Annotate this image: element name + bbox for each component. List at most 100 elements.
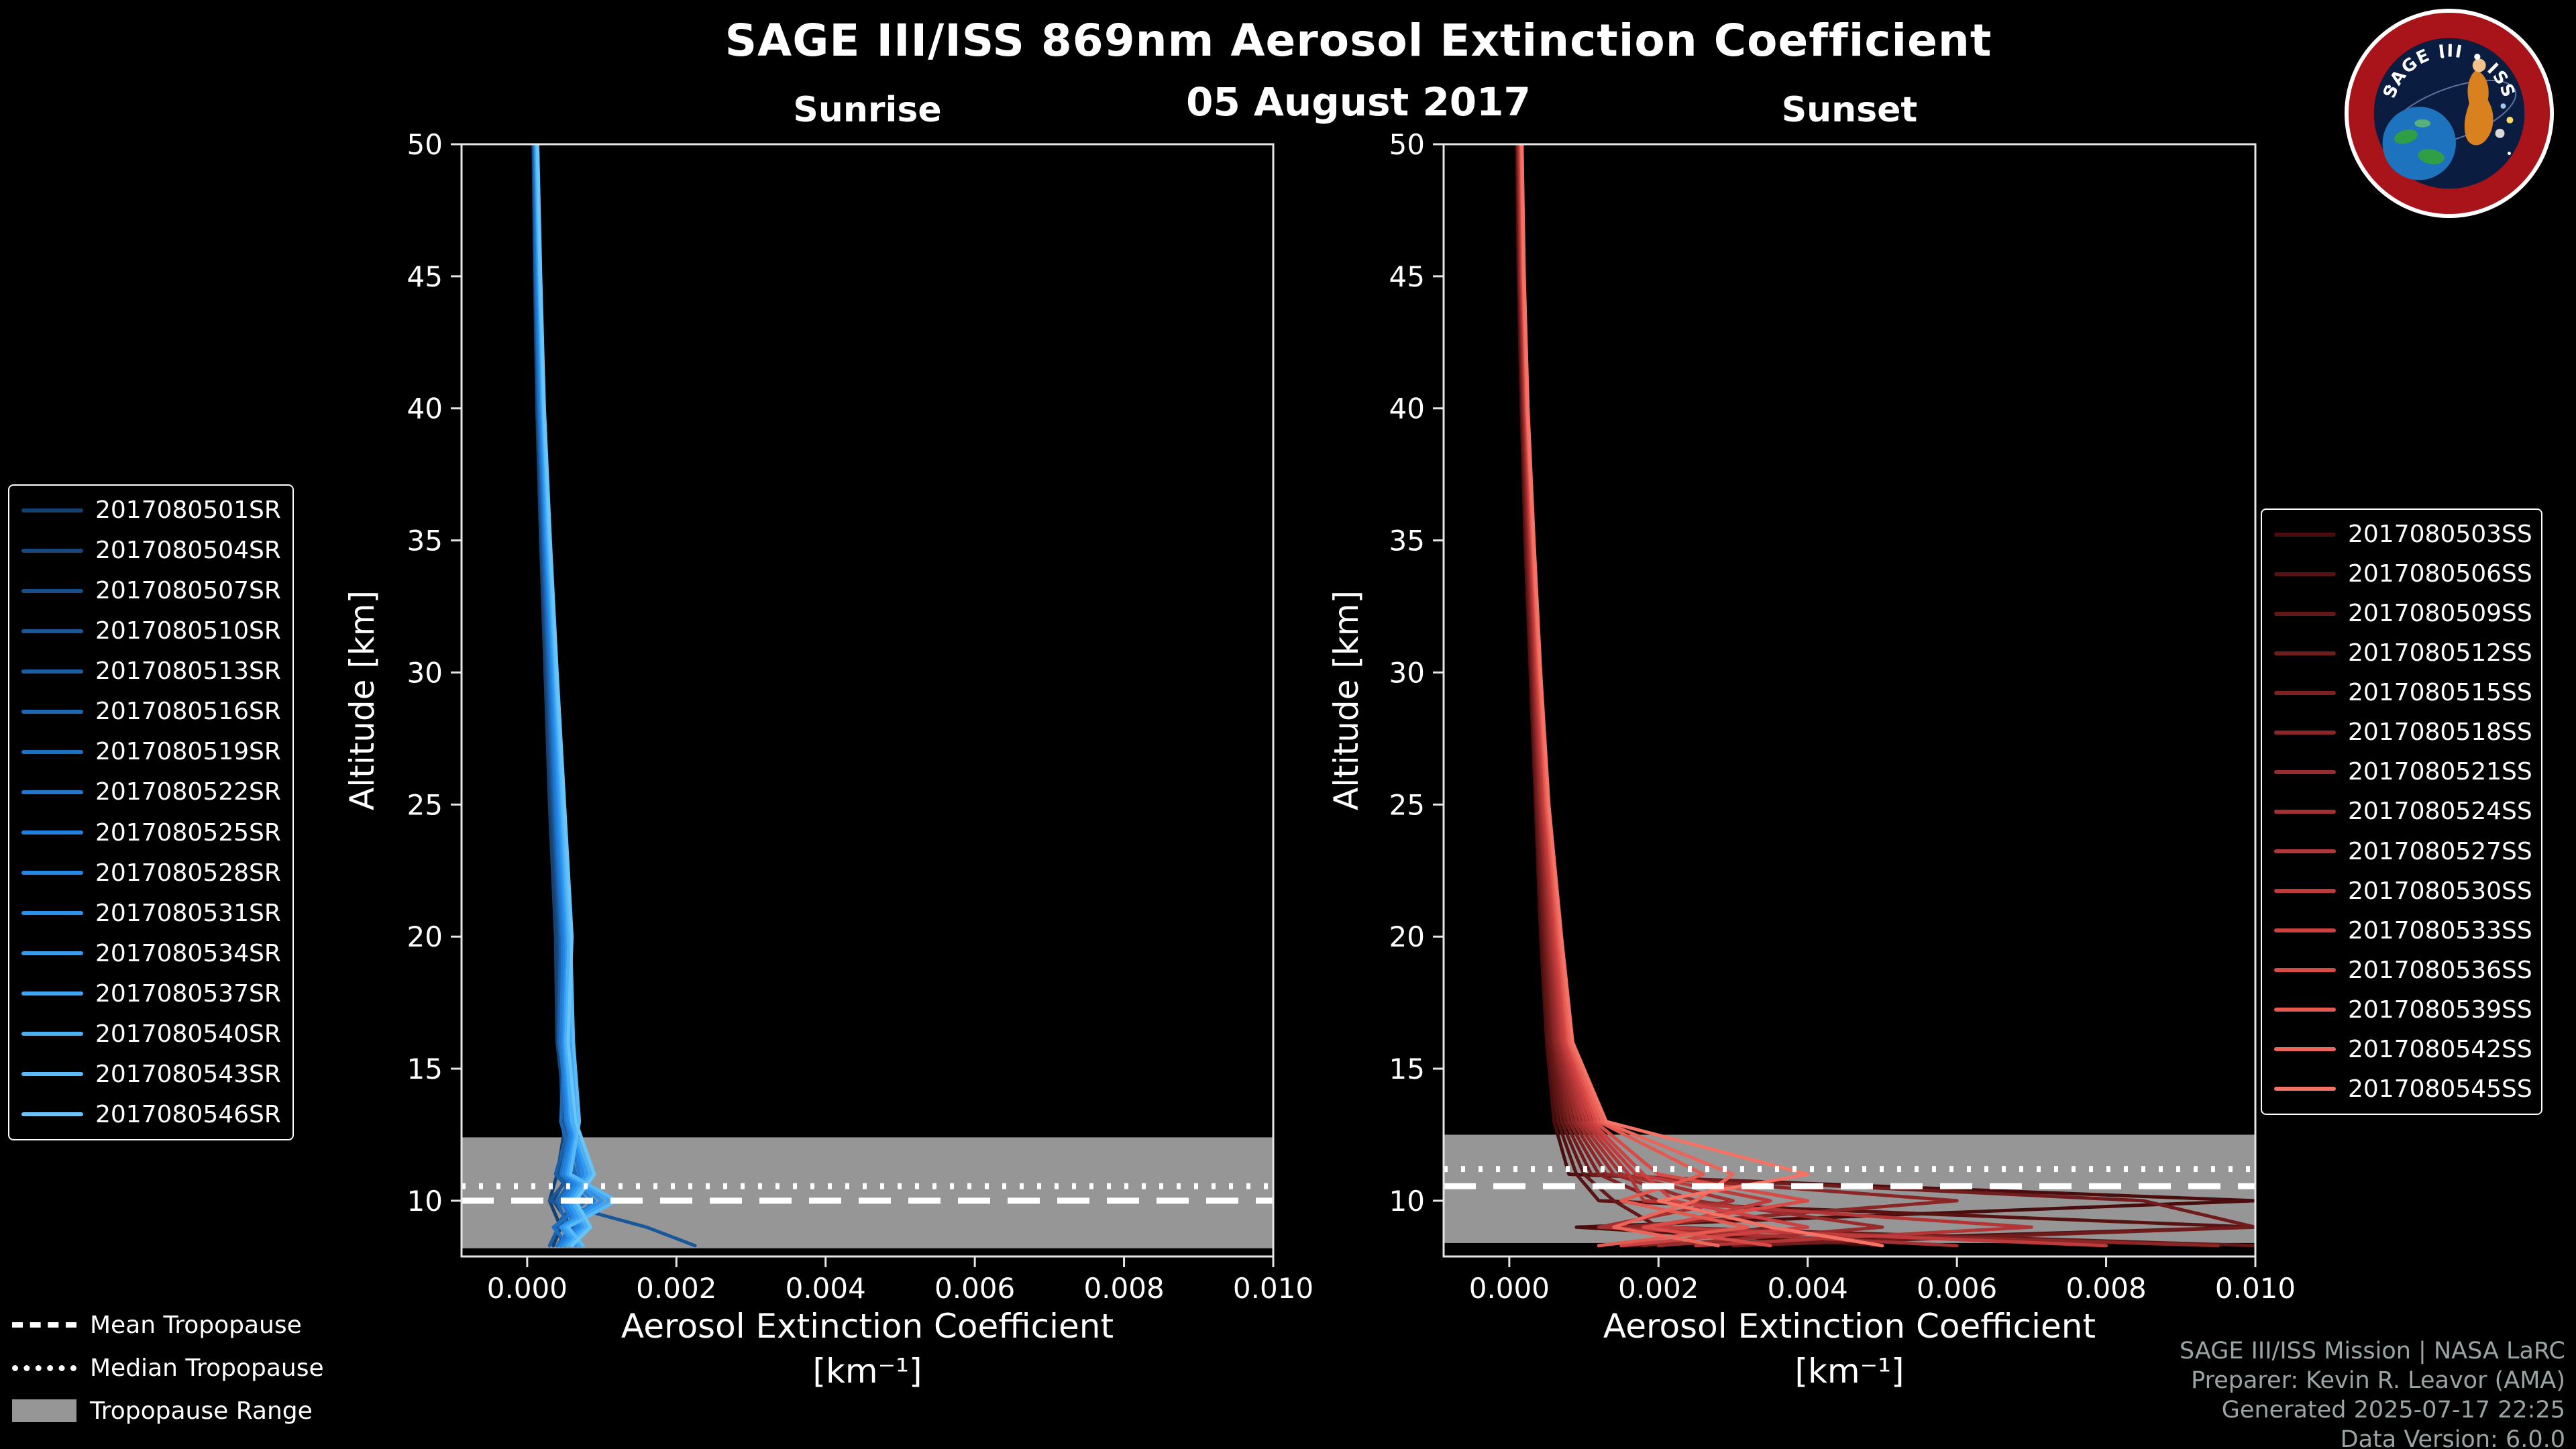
- dashed-line-icon: [12, 1322, 76, 1328]
- legend-label: 2017080507SR: [95, 577, 281, 605]
- profile-line: [1520, 144, 1884, 1248]
- y-tick-label: 25: [407, 788, 443, 821]
- y-tick-label: 45: [1389, 260, 1425, 293]
- profile-line: [1519, 144, 2108, 1248]
- legend-item: 2017080546SR: [21, 1100, 281, 1128]
- y-tick-label: 50: [407, 128, 443, 161]
- legend-label: 2017080528SR: [95, 859, 281, 887]
- y-tick-label: 15: [1389, 1053, 1425, 1085]
- x-tick-label: 0.000: [1469, 1272, 1550, 1305]
- legend-row-tropopause-range: Tropopause Range: [12, 1395, 324, 1426]
- legend-item: 2017080513SR: [21, 657, 281, 686]
- legend-label: 2017080539SS: [2348, 996, 2532, 1024]
- legend-color-swatch: [2274, 532, 2336, 537]
- legend-color-swatch: [21, 911, 83, 916]
- legend-label: 2017080545SS: [2348, 1075, 2532, 1103]
- y-tick-label: 10: [407, 1185, 443, 1218]
- legend-color-swatch: [2274, 809, 2336, 814]
- legend-item: 2017080503SS: [2274, 521, 2532, 548]
- legend-item: 2017080530SS: [2274, 877, 2532, 905]
- x-axis-label-sunrise: Aerosol Extinction Coefficient: [621, 1307, 1114, 1346]
- legend-color-swatch: [21, 790, 83, 794]
- legend-label: 2017080524SS: [2348, 798, 2532, 826]
- legend-item: 2017080533SS: [2274, 916, 2532, 945]
- legend-color-swatch: [2274, 769, 2336, 774]
- legend-label: 2017080512SS: [2348, 639, 2532, 667]
- profile-line: [1515, 144, 2255, 1248]
- legend-item: 2017080506SS: [2274, 560, 2532, 588]
- legend-label: 2017080513SR: [95, 657, 281, 686]
- legend-color-swatch: [2274, 928, 2336, 933]
- legend-label: 2017080542SS: [2348, 1035, 2532, 1063]
- legend-item: 2017080507SR: [21, 577, 281, 605]
- legend-label: 2017080533SS: [2348, 916, 2532, 945]
- y-tick-label: 45: [407, 260, 443, 293]
- legend-color-swatch: [2274, 1008, 2336, 1012]
- tropopause-range-label: Tropopause Range: [90, 1397, 313, 1425]
- legend-label: 2017080501SR: [95, 496, 281, 524]
- y-tick-label: 30: [1389, 656, 1425, 689]
- credit-data-version: Data Version: 6.0.0: [2340, 1426, 2565, 1449]
- y-axis-label-sunrise: Altitude [km]: [343, 590, 382, 810]
- legend-item: 2017080519SR: [21, 738, 281, 766]
- legend-item: 2017080525SR: [21, 819, 281, 847]
- legend-color-swatch: [21, 1032, 83, 1036]
- legend-color-swatch: [21, 508, 83, 513]
- plot-border: [460, 143, 1275, 1258]
- legend-color-swatch: [21, 669, 83, 674]
- legend-label: 2017080506SS: [2348, 560, 2532, 588]
- legend-color-swatch: [2274, 690, 2336, 695]
- panel-title-sunrise: Sunrise: [793, 90, 942, 130]
- legend-color-swatch: [2274, 1047, 2336, 1052]
- profile-line: [1515, 144, 2255, 1248]
- profile-line: [1517, 144, 2220, 1248]
- credit-generated: Generated 2025-07-17 22:25: [2221, 1397, 2565, 1424]
- legend-item: 2017080537SR: [21, 980, 281, 1008]
- x-tick-label: 0.002: [1618, 1272, 1699, 1305]
- y-tick-label: 40: [407, 392, 443, 425]
- legend-row-median-tropopause: Median Tropopause: [12, 1352, 324, 1383]
- gray-band-icon: [12, 1399, 76, 1422]
- y-tick-label: 20: [1389, 920, 1425, 953]
- y-tick-label: 35: [407, 525, 443, 557]
- legend-color-swatch: [21, 548, 83, 553]
- page-date: 05 August 2017: [1186, 79, 1531, 125]
- legend-item: 2017080528SR: [21, 859, 281, 887]
- sage-iii-iss-logo: SAGE III • ISS: [2344, 8, 2555, 219]
- legend-color-swatch: [21, 709, 83, 714]
- legend-label: 2017080540SR: [95, 1020, 281, 1048]
- legend-color-swatch: [21, 991, 83, 996]
- legend-item: 2017080531SR: [21, 900, 281, 927]
- y-tick-label: 25: [1389, 788, 1425, 821]
- legend-item: 2017080504SR: [21, 537, 281, 565]
- legend-label: 2017080543SR: [95, 1060, 281, 1088]
- legend-item: 2017080527SS: [2274, 838, 2532, 865]
- x-tick-label: 0.002: [636, 1272, 716, 1305]
- legend-label: 2017080504SR: [95, 537, 281, 565]
- x-tick-label: 0.004: [1768, 1272, 1848, 1305]
- y-axis-label-sunset: Altitude [km]: [1327, 590, 1366, 810]
- legend-color-swatch: [2274, 968, 2336, 973]
- x-axis-units-sunrise: [km⁻¹]: [812, 1352, 922, 1391]
- dotted-line-icon: [12, 1364, 76, 1371]
- median-tropopause-label: Median Tropopause: [90, 1354, 324, 1382]
- legend-color-swatch: [2274, 651, 2336, 655]
- legend-label: 2017080521SS: [2348, 758, 2532, 786]
- legend-item: 2017080510SR: [21, 617, 281, 645]
- page-title: SAGE III/ISS 869nm Aerosol Extinction Co…: [724, 15, 1992, 66]
- legend-color-swatch: [2274, 889, 2336, 894]
- y-tick-label: 40: [1389, 392, 1425, 425]
- panel-title-sunset: Sunset: [1781, 90, 1918, 130]
- legend-color-swatch: [2274, 1087, 2336, 1091]
- legend-label: 2017080546SR: [95, 1100, 281, 1128]
- y-tick-label: 50: [1389, 128, 1425, 161]
- tropopause-legend: Mean Tropopause Median Tropopause Tropop…: [12, 1309, 324, 1426]
- profile-line: [1516, 144, 2255, 1248]
- legend-item: 2017080524SS: [2274, 798, 2532, 826]
- legend-item: 2017080515SS: [2274, 679, 2532, 706]
- x-axis-units-sunset: [km⁻¹]: [1794, 1352, 1904, 1391]
- x-tick-label: 0.010: [2215, 1272, 2296, 1305]
- x-tick-label: 0.010: [1233, 1272, 1313, 1305]
- legend-label: 2017080519SR: [95, 738, 281, 766]
- legend-item: 2017080536SS: [2274, 957, 2532, 984]
